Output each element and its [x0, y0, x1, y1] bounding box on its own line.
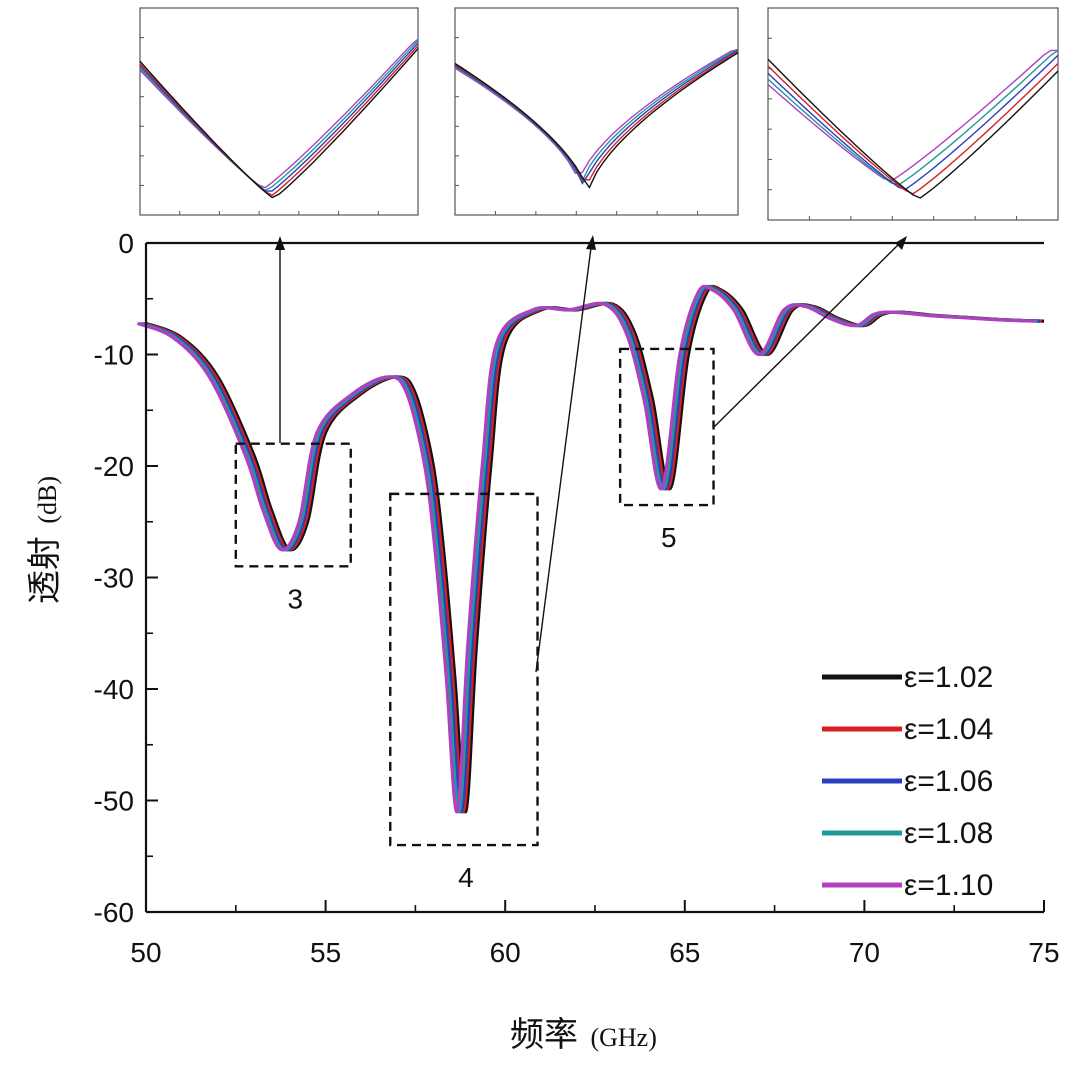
region-label-3: 3 [287, 583, 303, 614]
arrow-region-4 [535, 239, 593, 673]
inset-arrows [275, 235, 907, 673]
y-tick-label: 0 [118, 228, 134, 259]
legend: ε=1.02 ε=1.04 ε=1.06 ε=1.08 ε=1.10 [822, 661, 993, 902]
inset-series-line-3 [454, 49, 739, 185]
inset-series-line-1 [454, 52, 739, 189]
arrowhead-icon [586, 235, 596, 250]
legend-label-2: ε=1.04 [904, 713, 993, 746]
region-box-4 [389, 492, 539, 847]
x-axis-title: 频率 (GHz) [510, 1015, 657, 1055]
y-axis-title: 透射 (dB) [25, 476, 65, 604]
y-tick-label: -10 [94, 340, 134, 371]
legend-label-1: ε=1.02 [904, 661, 993, 694]
region-boxes: 3 4 5 [234, 347, 715, 893]
inset-series-line-5 [139, 38, 419, 189]
inset-series-line-5 [454, 48, 739, 175]
region-label-5: 5 [661, 522, 677, 553]
inset-region-5 [767, 7, 1059, 221]
region-box-3 [234, 442, 352, 568]
x-axis-title-main: 频率 [510, 1015, 578, 1055]
inset-series-line-5 [767, 49, 1058, 182]
x-tick-label: 65 [669, 937, 700, 968]
y-tick-label: -20 [94, 451, 134, 482]
region-label-4: 4 [458, 862, 474, 893]
series-group [136, 284, 1045, 814]
inset-series-line-2 [767, 63, 1059, 195]
inset-series-line-4 [767, 49, 1059, 186]
inset-series-line-4 [454, 48, 739, 183]
x-tick-label: 50 [130, 937, 161, 968]
inset-series-line-1 [139, 48, 419, 199]
arrow-region-5 [712, 239, 904, 429]
legend-label-5: ε=1.10 [904, 869, 993, 902]
series-line-4 [138, 284, 1038, 814]
x-tick-label: 60 [490, 937, 521, 968]
inset-region-4 [454, 7, 739, 216]
arrowhead-icon [895, 236, 907, 250]
y-axis-title-main: 透射 [25, 536, 65, 604]
y-tick-label: -60 [94, 897, 134, 928]
y-axis-title-unit: (dB) [33, 476, 62, 524]
x-tick-label: 55 [310, 937, 341, 968]
legend-label-3: ε=1.06 [904, 765, 993, 798]
inset-series-line-1 [767, 58, 1059, 199]
legend-label-4: ε=1.08 [904, 817, 993, 850]
y-tick-label: -40 [94, 674, 134, 705]
inset-frame [454, 7, 739, 216]
x-tick-label: 75 [1028, 937, 1059, 968]
arrowhead-icon [275, 236, 285, 250]
main-plot: 50 55 60 65 70 75 0 -10 -20 -30 -40 -50 -60 3 4 5 ε=1… [25, 228, 1060, 1055]
x-ticks: 50 55 60 65 70 75 [130, 900, 1060, 968]
x-tick-label: 70 [849, 937, 880, 968]
inset-region-3 [139, 7, 419, 216]
x-axis-title-unit: (GHz) [590, 1023, 656, 1052]
inset-series-line-3 [139, 42, 419, 192]
y-ticks: 0 -10 -20 -30 -40 -50 -60 [94, 228, 158, 928]
inset-series-line-4 [139, 39, 419, 192]
inset-series-line-2 [139, 45, 419, 197]
inset-series-line-3 [767, 54, 1059, 190]
series-line-5 [136, 284, 1036, 814]
y-tick-label: -30 [94, 563, 134, 594]
y-tick-label: -50 [94, 786, 134, 817]
